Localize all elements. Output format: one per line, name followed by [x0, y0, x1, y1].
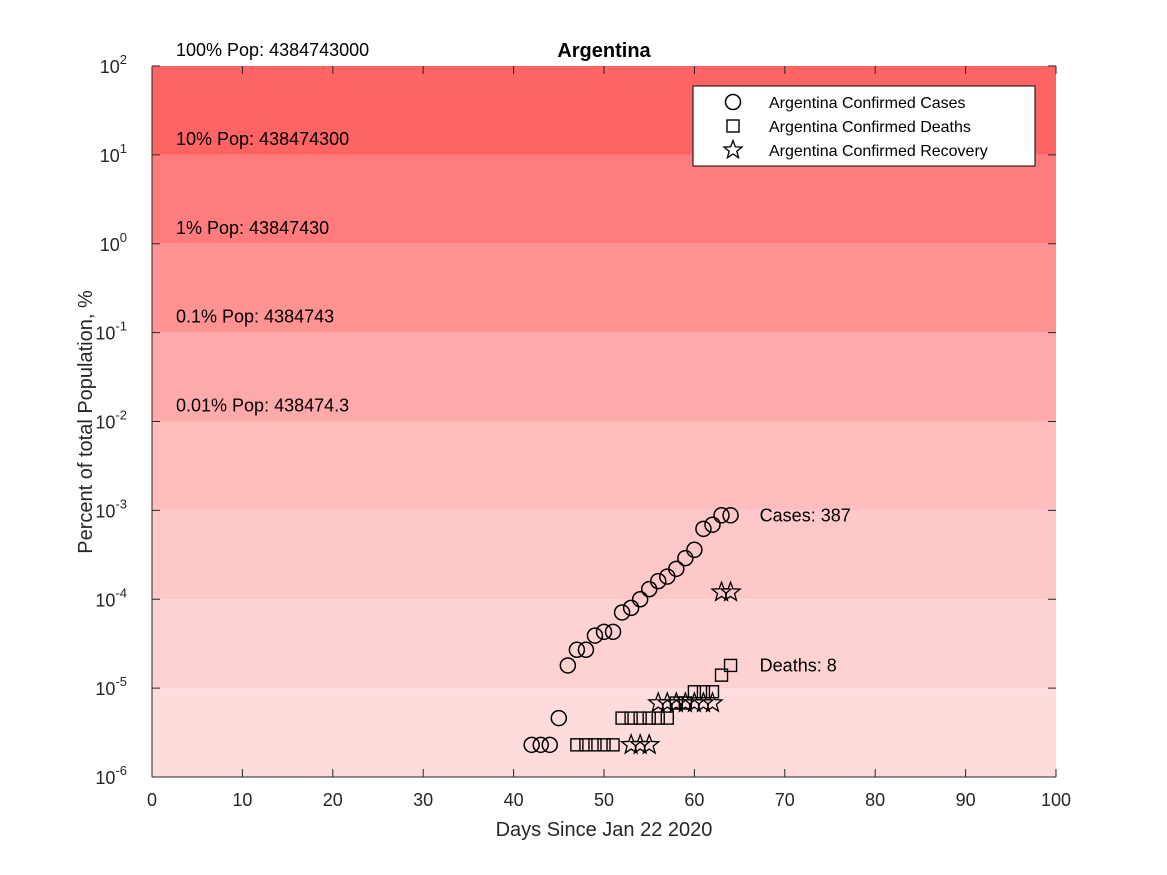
cases-marker — [586, 627, 604, 644]
x-tick-label: 30 — [413, 790, 433, 810]
x-tick-label: 60 — [684, 790, 704, 810]
population-band-label: 0.1% Pop: 4384743 — [176, 307, 334, 327]
population-band — [152, 688, 1056, 777]
deaths-marker — [696, 685, 711, 699]
cases-marker — [541, 736, 559, 754]
y-tick-label: 102 — [100, 52, 127, 77]
y-tick-label: 101 — [100, 141, 127, 166]
legend: Argentina Confirmed Cases Argentina Confi… — [692, 85, 1036, 167]
cases-marker — [532, 736, 549, 754]
deaths-marker — [633, 711, 647, 725]
x-tick-label: 40 — [504, 790, 524, 810]
cases-marker — [631, 591, 649, 608]
population-band-label: 10% Pop: 438474300 — [176, 129, 349, 149]
population-band — [152, 421, 1056, 511]
population-bands — [152, 66, 1056, 777]
axes: 0 10 20 30 40 50 60 70 80 90 100 10-6 10-5 10-4 10-3 10… — [95, 52, 1071, 810]
population-band — [152, 510, 1056, 600]
y-tick-label: 100 — [100, 230, 127, 255]
y-tick-label: 10-5 — [95, 674, 127, 699]
legend-box — [692, 85, 1036, 167]
deaths-marker — [687, 685, 702, 699]
cases-marker — [523, 736, 540, 754]
y-tick-label: 10-1 — [95, 319, 127, 344]
y-tick-label: 10-6 — [95, 763, 127, 788]
cases-marker — [568, 641, 586, 659]
series-markers — [523, 507, 742, 755]
legend-star-icon — [722, 138, 744, 160]
deaths-marker — [570, 738, 584, 752]
y-tick-label: 10-2 — [95, 408, 127, 433]
y-tick-label: 10-3 — [95, 496, 127, 521]
deaths-marker — [597, 738, 611, 752]
x-tick-label: 20 — [323, 790, 343, 810]
y-axis-label: Percent of total Population, % — [75, 290, 97, 554]
deaths-marker — [714, 668, 729, 682]
cases-marker — [686, 541, 703, 559]
legend-entry: Argentina Confirmed Deaths — [769, 119, 971, 136]
annotation-label: Deaths: 8 — [760, 655, 837, 675]
population-band — [152, 154, 1056, 244]
x-tick-label: 0 — [147, 790, 157, 810]
population-band — [152, 243, 1056, 333]
population-band — [152, 332, 1056, 422]
deaths-marker — [606, 738, 620, 752]
recovery-marker — [637, 732, 661, 755]
legend-circle-icon — [724, 93, 742, 111]
population-band-label: 0.01% Pop: 438474.3 — [176, 396, 349, 416]
deaths-marker — [624, 711, 638, 725]
x-tick-label: 80 — [865, 790, 885, 810]
deaths-marker — [588, 738, 602, 752]
deaths-marker — [723, 658, 738, 673]
cases-marker — [713, 507, 730, 524]
cases-marker — [577, 641, 595, 659]
chart-title: Argentina — [557, 40, 651, 62]
x-tick-label: 90 — [956, 790, 976, 810]
cases-marker — [622, 599, 640, 617]
y-tick-label: 10-4 — [95, 585, 127, 610]
population-band-labels: 100% Pop: 4384743000 10% Pop: 438474300 1%… — [176, 40, 369, 416]
legend-entry: Argentina Confirmed Recovery — [769, 143, 988, 160]
cases-marker — [668, 560, 685, 578]
x-tick-label: 50 — [594, 790, 614, 810]
deaths-marker — [579, 738, 593, 752]
deaths-marker — [651, 711, 665, 725]
legend-entry: Argentina Confirmed Cases — [769, 95, 966, 112]
cases-marker — [704, 516, 721, 533]
cases-marker — [649, 572, 667, 590]
x-tick-label: 70 — [775, 790, 795, 810]
population-band — [152, 599, 1056, 689]
x-axis-label: Days Since Jan 22 2020 — [496, 819, 713, 841]
cases-marker — [677, 549, 694, 567]
annotations: Cases: 387 Deaths: 8 — [760, 505, 851, 675]
cases-marker — [604, 623, 622, 641]
population-band-label: 100% Pop: 4384743000 — [176, 40, 369, 60]
cases-marker — [595, 623, 613, 641]
legend-square-icon — [726, 119, 740, 133]
deaths-marker — [660, 711, 674, 725]
cases-marker — [695, 520, 712, 538]
recovery-marker — [719, 580, 742, 602]
x-tick-label: 10 — [232, 790, 252, 810]
deaths-marker — [615, 711, 629, 725]
recovery-marker — [701, 691, 724, 713]
cases-marker — [613, 604, 631, 621]
annotation-label: Cases: 387 — [760, 505, 851, 525]
cases-marker — [559, 657, 577, 674]
cases-marker — [722, 507, 739, 524]
cases-marker — [550, 709, 568, 727]
x-tick-label: 100 — [1041, 790, 1071, 810]
deaths-marker — [705, 685, 720, 699]
deaths-marker — [642, 711, 656, 725]
population-band-label: 1% Pop: 43847430 — [176, 218, 329, 238]
